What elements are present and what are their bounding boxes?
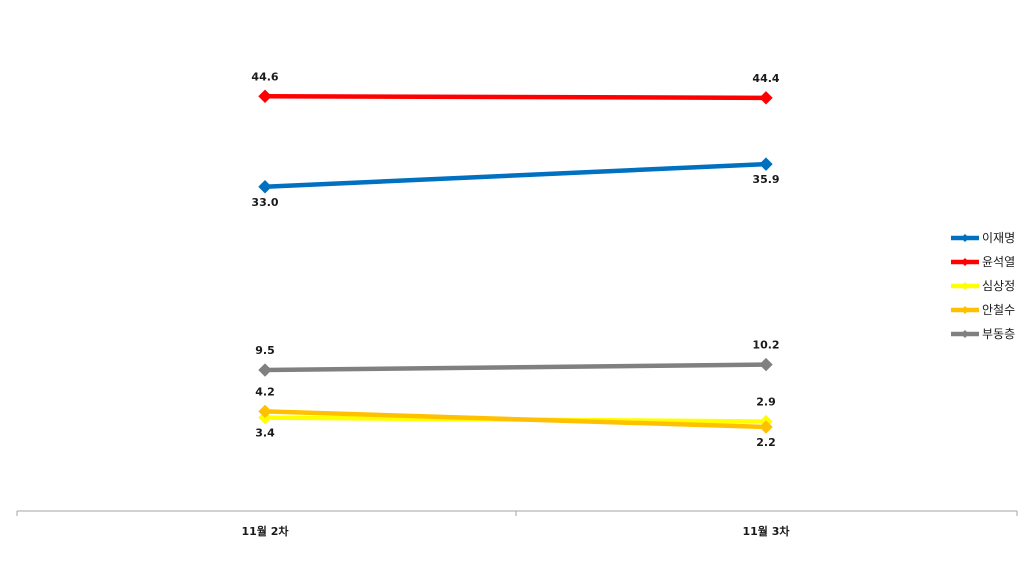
legend-item: 이재명 bbox=[951, 231, 1015, 245]
legend-item: 심상정 bbox=[951, 279, 1015, 293]
series-4 bbox=[258, 404, 773, 434]
data-label: 2.9 bbox=[756, 396, 776, 409]
legend-swatch-marker bbox=[961, 282, 969, 290]
data-point bbox=[258, 89, 272, 103]
x-tick-label: 11월 3차 bbox=[742, 524, 790, 538]
data-point bbox=[759, 357, 773, 372]
data-point bbox=[258, 363, 272, 377]
data-label: 33.0 bbox=[251, 196, 278, 209]
legend-swatch-marker bbox=[961, 234, 969, 242]
data-labels: 33.0 35.9 44.6 44.4 3.4 2.9 4.2 2.2 9.5 10.2 bbox=[251, 70, 779, 449]
data-label: 44.6 bbox=[251, 70, 278, 83]
data-point bbox=[258, 180, 272, 194]
data-label: 35.9 bbox=[752, 173, 779, 186]
data-label: 9.5 bbox=[255, 344, 275, 357]
legend-item: 윤석열 bbox=[951, 255, 1015, 269]
legend-label: 심상정 bbox=[982, 279, 1015, 293]
series-2 bbox=[258, 89, 773, 105]
series-line bbox=[264, 409, 767, 430]
data-point bbox=[258, 404, 272, 419]
data-point bbox=[759, 157, 773, 171]
legend-item: 부동층 bbox=[951, 327, 1015, 341]
series-line bbox=[264, 362, 767, 373]
legend-label: 이재명 bbox=[982, 231, 1015, 245]
legend-label: 부동층 bbox=[982, 327, 1015, 341]
legend-swatch-marker bbox=[961, 330, 969, 338]
data-label: 44.4 bbox=[752, 72, 779, 85]
data-label: 10.2 bbox=[752, 339, 779, 352]
legend-label: 윤석열 bbox=[982, 255, 1015, 269]
data-point bbox=[759, 91, 773, 105]
data-label: 2.2 bbox=[756, 436, 776, 449]
series-line bbox=[264, 94, 767, 101]
legend-swatch-marker bbox=[961, 306, 969, 314]
series-1 bbox=[258, 157, 773, 194]
legend-item: 안철수 bbox=[951, 303, 1015, 317]
legend-label: 안철수 bbox=[982, 303, 1015, 317]
series-5 bbox=[258, 357, 773, 377]
x-tick-label: 11월 2차 bbox=[241, 524, 289, 538]
plot-area bbox=[258, 89, 773, 434]
legend-swatch-marker bbox=[961, 258, 969, 266]
data-label: 3.4 bbox=[255, 427, 275, 440]
data-label: 4.2 bbox=[255, 385, 275, 398]
data-point bbox=[759, 420, 773, 434]
x-axis: 11월 2차 11월 3차 bbox=[16, 510, 1018, 538]
series-line bbox=[264, 161, 767, 190]
